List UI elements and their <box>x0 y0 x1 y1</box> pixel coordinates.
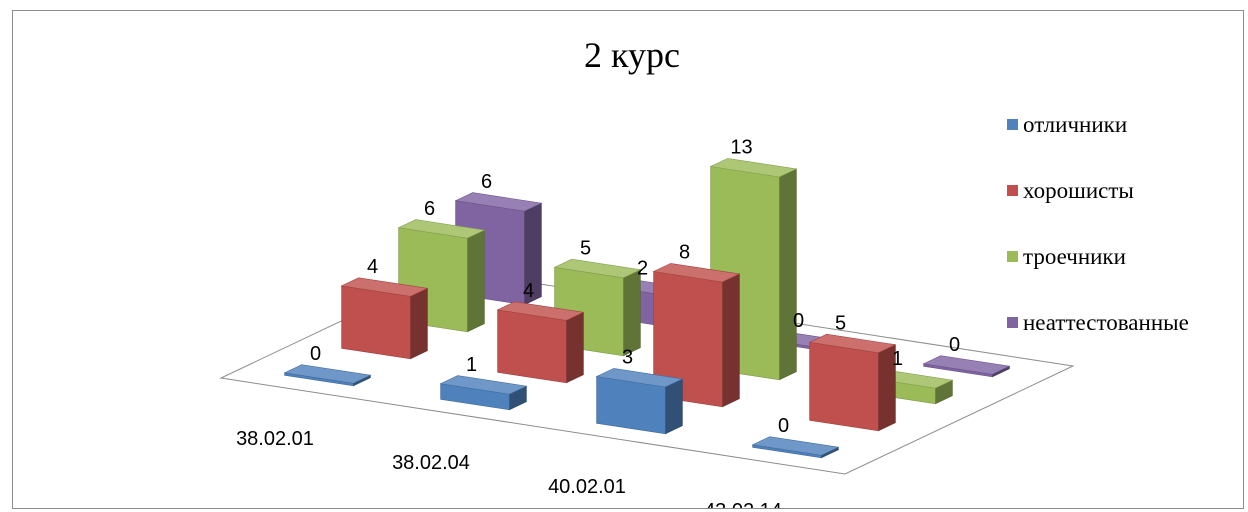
legend-label: хорошисты <box>1023 178 1134 203</box>
bar-отличники-43-02-14-top <box>751 436 840 456</box>
bar-отличники-43-02-14 <box>751 436 840 459</box>
data-label-неаттестованные-38-02-04: 2 <box>637 257 648 279</box>
data-label-неаттестованные-43-02-14: 0 <box>949 334 960 356</box>
bar-хорошисты-38-02-01 <box>340 277 429 360</box>
bar-хорошисты-38-02-04-side <box>565 311 584 384</box>
data-label-троечники-43-02-14: 1 <box>892 348 903 370</box>
bar-отличники-40-02-01-side <box>664 378 683 435</box>
chart-title: 2 курс <box>584 35 680 75</box>
data-label-отличники-38-02-01: 0 <box>310 343 321 365</box>
data-label-хорошисты-43-02-14: 5 <box>835 313 846 335</box>
legend-item-троечники: троечники <box>1007 244 1126 269</box>
bar-отличники-38-02-01-top <box>283 364 372 384</box>
data-label-хорошисты-40-02-01: 8 <box>679 242 690 264</box>
data-label-хорошисты-38-02-04: 4 <box>523 280 534 302</box>
category-label-38-02-01: 38.02.01 <box>236 428 314 450</box>
bar-неаттестованные-43-02-14-top <box>922 355 1011 375</box>
legend-label: неаттестованные <box>1023 310 1189 335</box>
bar-хорошисты-43-02-14-top <box>808 333 897 354</box>
bar-хорошисты-38-02-01-top <box>340 277 429 297</box>
bar-троечники-38-02-04-side <box>622 269 641 357</box>
bar-троечники-40-02-01-top <box>709 158 798 178</box>
chart-area: 2 курс 6 2 0 0 6 5 13 1 4 4 8 5 0 1 3 0 38.02.01 38.02.0… <box>12 10 1244 509</box>
bar-отличники-38-02-04-top <box>439 375 528 395</box>
legend-item-хорошисты: хорошисты <box>1007 178 1134 203</box>
bar-отличники-38-02-04 <box>439 375 528 411</box>
bar-троечники-40-02-01-side <box>778 168 797 381</box>
bar-хорошисты-38-02-01-front <box>341 285 411 360</box>
data-label-троечники-38-02-04: 5 <box>580 238 591 260</box>
bar-неаттестованные-38-02-01-top <box>454 192 543 212</box>
bar-хорошисты-40-02-01 <box>652 263 741 408</box>
legend-label: отличники <box>1023 112 1127 137</box>
bar-отличники-38-02-01 <box>283 364 372 387</box>
data-label-троечники-38-02-01: 6 <box>424 198 435 220</box>
category-label-43-02-14: 43.02.14 <box>704 500 782 508</box>
bar-неаттестованные-43-02-14 <box>922 355 1011 378</box>
bar-хорошисты-38-02-04-front <box>497 309 567 384</box>
bar-отличники-40-02-01-top <box>595 368 684 388</box>
category-label-38-02-04: 38.02.04 <box>392 452 470 474</box>
data-label-неаттестованные-38-02-01: 6 <box>481 171 492 193</box>
legend-item-отличники: отличники <box>1007 112 1127 137</box>
bar-хорошисты-38-02-01-side <box>409 287 428 360</box>
data-label-отличники-40-02-01: 3 <box>622 347 633 369</box>
bar-хорошисты-38-02-04-top <box>496 301 585 321</box>
bar-хорошисты-40-02-01-top <box>652 263 741 283</box>
legend-item-неаттестованные: неаттестованные <box>1007 310 1189 335</box>
bar-хорошисты-38-02-04 <box>496 301 585 384</box>
bar-хорошисты-43-02-14-front <box>809 341 879 432</box>
legend-swatch <box>1007 185 1018 196</box>
legend-swatch <box>1007 251 1018 262</box>
category-label-40-02-01: 40.02.01 <box>548 476 626 498</box>
bar-троечники-38-02-01-top <box>397 219 486 239</box>
legend-swatch <box>1007 317 1018 328</box>
bar-троечники-38-02-04-top <box>553 258 642 279</box>
data-label-троечники-40-02-01: 13 <box>730 137 752 159</box>
data-label-отличники-38-02-04: 1 <box>466 354 477 376</box>
bar-троечники-38-02-01-side <box>466 229 485 333</box>
bar-хорошисты-40-02-01-side <box>721 273 740 408</box>
data-label-отличники-43-02-14: 0 <box>778 415 789 437</box>
data-label-неаттестованные-40-02-01: 0 <box>793 310 804 332</box>
legend-label: троечники <box>1023 244 1126 269</box>
bar-хорошисты-43-02-14 <box>808 333 897 432</box>
legend-swatch <box>1007 119 1018 130</box>
bar-отличники-40-02-01 <box>595 368 684 435</box>
data-label-хорошисты-38-02-01: 4 <box>367 256 378 278</box>
